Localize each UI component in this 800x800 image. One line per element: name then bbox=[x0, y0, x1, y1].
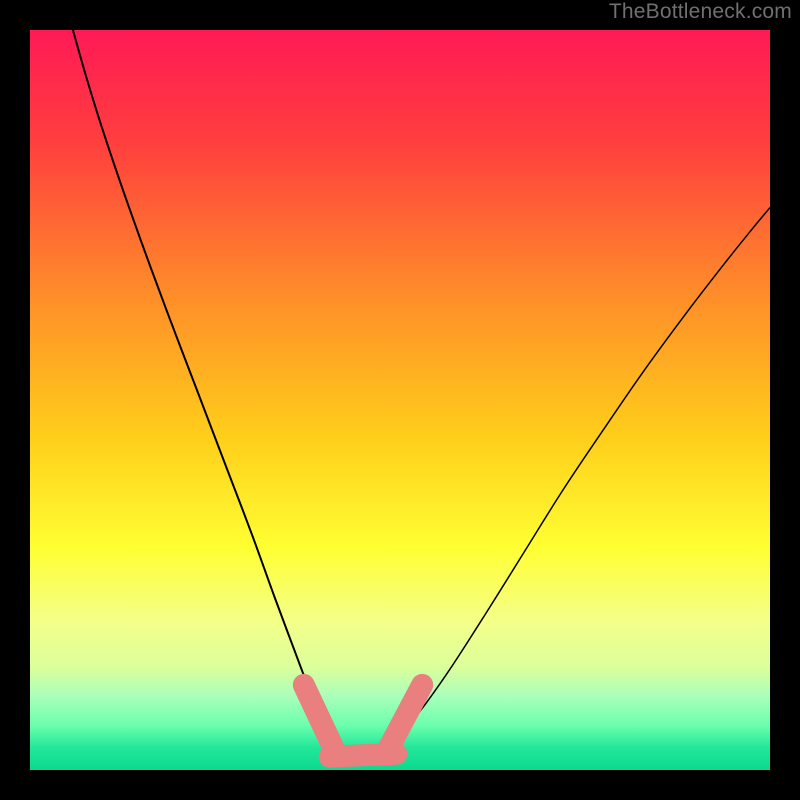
chart-background-gradient bbox=[30, 30, 770, 770]
chart-stage: TheBottleneck.com bbox=[0, 0, 800, 800]
watermark-text: TheBottleneck.com bbox=[609, 0, 792, 24]
bottleneck-chart-svg bbox=[0, 0, 800, 800]
